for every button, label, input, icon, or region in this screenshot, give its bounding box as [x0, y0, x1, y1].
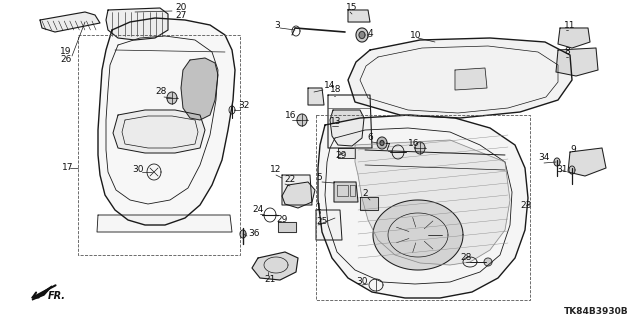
Polygon shape	[377, 137, 387, 149]
Polygon shape	[32, 286, 52, 300]
Polygon shape	[113, 110, 205, 153]
Text: 11: 11	[564, 21, 575, 30]
Polygon shape	[484, 258, 492, 266]
Text: 22: 22	[284, 175, 295, 185]
Text: 26: 26	[60, 55, 72, 65]
Polygon shape	[348, 38, 572, 118]
Text: 3: 3	[274, 20, 280, 29]
Text: 28: 28	[460, 253, 472, 262]
Polygon shape	[359, 31, 365, 38]
Polygon shape	[297, 114, 307, 126]
Text: 1: 1	[316, 204, 322, 212]
Text: 23: 23	[520, 201, 531, 210]
Text: 19: 19	[60, 47, 72, 57]
Text: 13: 13	[330, 117, 342, 126]
Polygon shape	[181, 58, 218, 120]
Text: 30: 30	[356, 277, 367, 286]
Text: 31: 31	[556, 165, 568, 174]
Polygon shape	[568, 148, 606, 176]
Text: 8: 8	[564, 47, 570, 57]
Text: 16: 16	[408, 139, 419, 148]
Text: 4: 4	[368, 28, 374, 37]
Polygon shape	[455, 68, 487, 90]
Text: 14: 14	[324, 81, 335, 90]
Text: 32: 32	[238, 100, 250, 109]
Polygon shape	[554, 158, 560, 166]
Polygon shape	[334, 182, 358, 202]
Text: 30: 30	[132, 165, 143, 174]
Text: 17: 17	[62, 164, 74, 172]
Polygon shape	[282, 182, 315, 208]
Text: 27: 27	[175, 11, 186, 20]
Text: 34: 34	[538, 154, 549, 163]
Polygon shape	[308, 88, 324, 105]
Polygon shape	[338, 148, 355, 158]
Polygon shape	[278, 222, 296, 232]
Polygon shape	[316, 210, 342, 240]
Text: 15: 15	[346, 3, 358, 12]
Text: 21: 21	[264, 276, 275, 284]
Text: 9: 9	[570, 146, 576, 155]
Polygon shape	[558, 28, 590, 48]
Polygon shape	[556, 48, 598, 76]
Polygon shape	[318, 115, 528, 298]
Text: 20: 20	[175, 3, 186, 12]
Text: 2: 2	[362, 189, 367, 198]
Text: 36: 36	[248, 229, 259, 238]
Polygon shape	[348, 10, 370, 22]
Text: 7: 7	[384, 142, 390, 151]
Text: 24: 24	[252, 205, 263, 214]
Text: FR.: FR.	[48, 291, 66, 301]
Polygon shape	[415, 142, 425, 154]
Polygon shape	[356, 28, 368, 42]
Text: 10: 10	[410, 30, 422, 39]
Text: 28: 28	[155, 87, 166, 97]
Text: 6: 6	[367, 133, 372, 142]
Polygon shape	[282, 175, 312, 205]
Polygon shape	[355, 140, 510, 265]
Polygon shape	[330, 110, 364, 146]
Text: 16: 16	[285, 110, 296, 119]
Polygon shape	[106, 8, 168, 40]
Text: 12: 12	[270, 165, 282, 174]
Text: 5: 5	[316, 173, 322, 182]
Polygon shape	[328, 95, 372, 148]
Polygon shape	[40, 12, 100, 32]
Polygon shape	[373, 200, 463, 270]
Polygon shape	[380, 140, 384, 146]
Polygon shape	[252, 252, 298, 280]
Polygon shape	[360, 197, 378, 210]
Text: 29: 29	[276, 215, 287, 225]
Polygon shape	[240, 230, 246, 238]
Polygon shape	[569, 166, 575, 174]
Polygon shape	[98, 18, 235, 225]
Polygon shape	[167, 92, 177, 104]
Polygon shape	[97, 215, 232, 232]
Text: 25: 25	[316, 218, 328, 227]
Text: TK84B3930B: TK84B3930B	[563, 308, 628, 316]
Text: 18: 18	[330, 85, 342, 94]
Text: 29: 29	[335, 150, 346, 159]
